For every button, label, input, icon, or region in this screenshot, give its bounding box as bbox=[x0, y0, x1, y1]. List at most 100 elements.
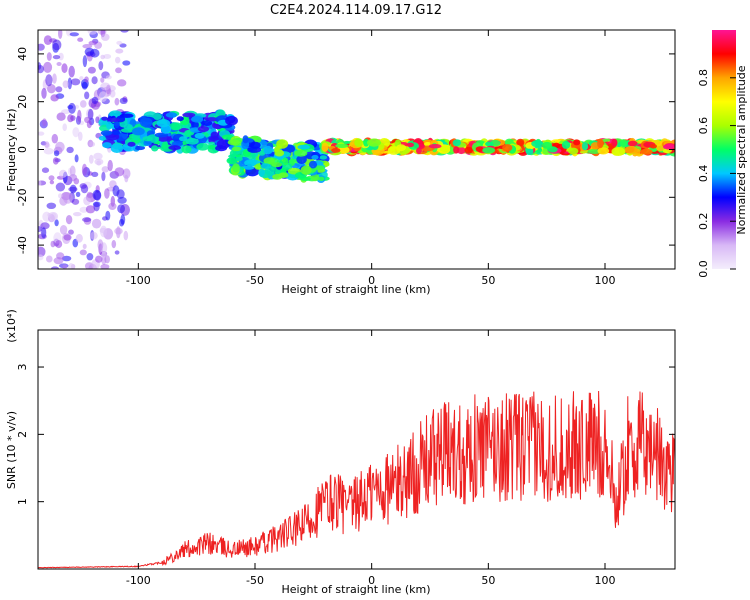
heatmap-cell bbox=[122, 168, 131, 179]
heatmap-cell bbox=[134, 145, 146, 151]
heatmap-cell bbox=[354, 138, 363, 148]
heatmap-cell bbox=[87, 108, 94, 120]
heatmap-cell bbox=[318, 176, 325, 181]
heatmap-cell bbox=[271, 162, 283, 168]
heatmap-cell bbox=[263, 157, 275, 165]
heatmap-cell bbox=[112, 130, 121, 136]
heatmap-cell bbox=[300, 165, 312, 175]
x-tick-label: 100 bbox=[595, 274, 616, 287]
heatmap-cell bbox=[43, 147, 54, 155]
heatmap-cell bbox=[83, 196, 91, 206]
heatmap-cell bbox=[101, 116, 109, 121]
chart-title: C2E4.2024.114.09.17.G12 bbox=[270, 3, 442, 18]
heatmap-cell bbox=[45, 74, 53, 87]
heatmap-cell bbox=[88, 154, 94, 164]
heatmap-cell bbox=[59, 169, 68, 178]
heatmap-cell bbox=[92, 189, 102, 201]
heatmap-cell bbox=[122, 60, 131, 66]
heatmap-cell bbox=[71, 198, 80, 205]
heatmap-cell bbox=[44, 141, 50, 148]
heatmap-cell bbox=[215, 145, 228, 152]
heatmap-cell bbox=[111, 240, 117, 249]
heatmap-cell bbox=[367, 138, 381, 147]
heatmap-cell bbox=[321, 142, 329, 152]
heatmap-cell bbox=[46, 255, 53, 263]
heatmap-cell bbox=[185, 138, 199, 145]
heatmap-cell bbox=[78, 131, 83, 141]
heatmap-cell bbox=[143, 140, 152, 146]
heatmap-cell bbox=[416, 147, 422, 155]
heatmap-cell bbox=[82, 243, 87, 250]
heatmap-cell bbox=[41, 227, 47, 239]
snr-y-axis-label: SNR (10 * v/v) bbox=[5, 411, 18, 489]
heatmap-cell bbox=[52, 55, 61, 60]
heatmap-cell bbox=[516, 138, 525, 147]
heatmap-cell bbox=[79, 206, 89, 213]
heatmap-cell bbox=[74, 154, 79, 163]
heatmap-cell bbox=[453, 146, 460, 154]
heatmap-cell bbox=[231, 146, 242, 152]
x-tick-label: 100 bbox=[595, 574, 616, 587]
heatmap-cell bbox=[63, 192, 73, 204]
heatmap-cell bbox=[624, 146, 638, 154]
colorbar-tick-label: 0.0 bbox=[697, 260, 710, 278]
spectrogram-panel: -100 -50 0 50 100 -40 -20 0 20 40 Height of strai… bbox=[5, 29, 676, 296]
heatmap-cell bbox=[114, 227, 123, 235]
heatmap-cell bbox=[407, 142, 414, 148]
heatmap-cell bbox=[91, 218, 102, 229]
heatmap-cell bbox=[107, 159, 113, 172]
heatmap-cell bbox=[210, 131, 219, 139]
heatmap-cell bbox=[116, 40, 123, 45]
heatmap-cell bbox=[108, 202, 117, 210]
heatmap-cell bbox=[91, 76, 98, 85]
heatmap-cell bbox=[235, 156, 243, 162]
heatmap-cell bbox=[70, 78, 81, 86]
x-tick-label: 0 bbox=[368, 274, 375, 287]
heatmap-cell bbox=[100, 82, 111, 91]
x-tick-label: 0 bbox=[368, 574, 375, 587]
heatmap-cell bbox=[67, 263, 75, 269]
heatmap-cell bbox=[40, 222, 50, 230]
heatmap-cell bbox=[101, 33, 110, 41]
heatmap-cell bbox=[226, 157, 238, 165]
heatmap-cell bbox=[55, 182, 66, 192]
heatmap-cell bbox=[53, 150, 60, 157]
heatmap-cell bbox=[100, 77, 105, 83]
heatmap-cell bbox=[38, 180, 42, 187]
heatmap-cell bbox=[475, 146, 484, 152]
heatmap-cell bbox=[176, 116, 184, 122]
heatmap-cell bbox=[96, 160, 102, 166]
heatmap-cell bbox=[55, 240, 63, 249]
heatmap-cell bbox=[611, 147, 626, 156]
x-tick-label: -50 bbox=[246, 274, 264, 287]
heatmap-cell bbox=[49, 180, 55, 185]
heatmap-cell bbox=[38, 65, 45, 74]
heatmap-cell bbox=[42, 118, 47, 127]
heatmap-cell bbox=[182, 112, 196, 118]
heatmap-cell bbox=[156, 119, 171, 128]
heatmap-cell bbox=[142, 136, 153, 142]
heatmap-cell bbox=[263, 145, 273, 155]
heatmap-cell bbox=[67, 105, 74, 110]
heatmap-cell bbox=[640, 148, 653, 155]
colorbar-tick-label: 0.6 bbox=[697, 117, 710, 135]
heatmap-cell bbox=[75, 233, 83, 243]
heatmap-cell bbox=[65, 215, 73, 225]
heatmap-cell bbox=[221, 134, 234, 140]
heatmap-cell bbox=[115, 56, 121, 64]
heatmap-cell bbox=[168, 145, 181, 151]
heatmap-cell bbox=[274, 149, 285, 157]
heatmap-cell bbox=[597, 147, 610, 155]
heatmap-cell bbox=[63, 234, 72, 241]
heatmap-cell bbox=[47, 84, 56, 94]
heatmap-cell bbox=[482, 147, 496, 154]
heatmap-cell bbox=[104, 255, 110, 264]
heatmap-cell bbox=[69, 184, 77, 194]
x-tick-label: 50 bbox=[481, 274, 495, 287]
heatmap-cell bbox=[258, 150, 266, 156]
heatmap-cell bbox=[440, 145, 451, 153]
heatmap-cell bbox=[58, 52, 64, 61]
heatmap-cell bbox=[620, 139, 627, 148]
heatmap-cell bbox=[62, 123, 67, 131]
y-tick-label: 1 bbox=[16, 498, 29, 505]
